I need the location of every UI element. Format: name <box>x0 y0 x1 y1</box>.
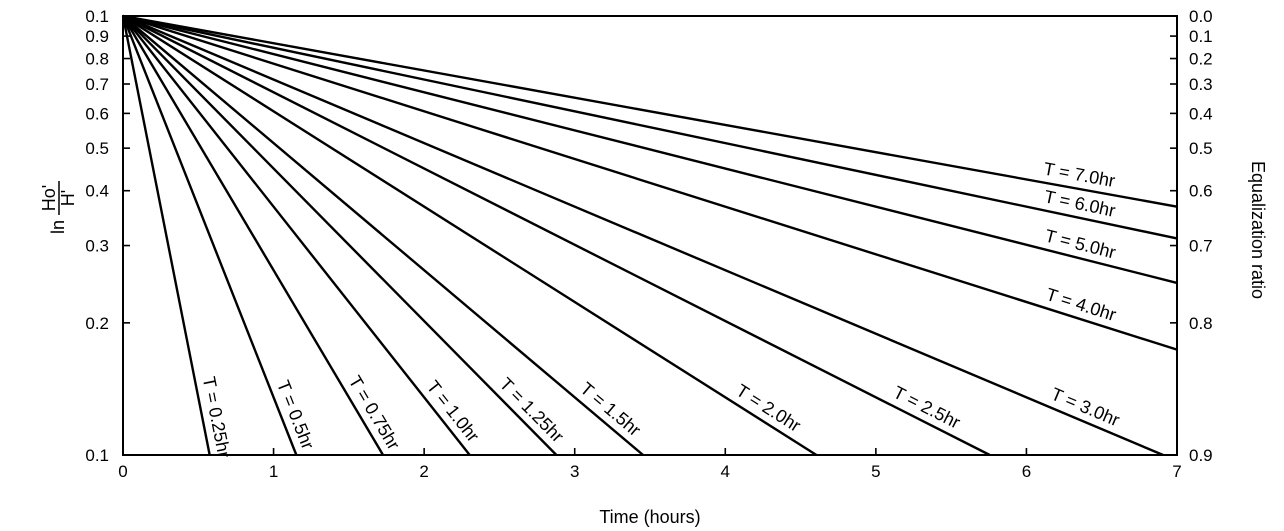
left-tick-label: 0.4 <box>85 182 109 201</box>
series-label-t-1-5hr: T = 1.5hr <box>576 378 644 440</box>
right-y-axis-title: Equalization ratio <box>1248 161 1268 299</box>
x-tick-label: 5 <box>871 462 880 481</box>
left-tick-label: 0.1 <box>85 446 109 465</box>
series-line-t-1-25hr <box>122 15 558 456</box>
x-tick-label: 1 <box>269 462 278 481</box>
series-line-t-2-5hr <box>122 14 991 457</box>
left-y-axis-title-prefix: ln <box>48 220 68 234</box>
right-tick-label: 0.8 <box>1189 314 1213 333</box>
series-line-t-6-0hr <box>122 14 1178 240</box>
left-tick-label: 0.5 <box>85 139 109 158</box>
x-tick-label: 6 <box>1022 462 1031 481</box>
series-line-t-2-0hr <box>122 14 818 457</box>
left-y-axis-title: ln Ho' H' <box>39 181 78 234</box>
series-label-t-0-25hr: T = 0.25hr <box>199 375 235 460</box>
series-line-t-1-5hr <box>122 15 644 456</box>
series-line-t-7-0hr <box>122 14 1178 208</box>
right-tick-label: 0.3 <box>1189 75 1213 94</box>
right-tick-label: 0.7 <box>1189 237 1213 256</box>
series-line-t-5-0hr <box>122 14 1178 285</box>
left-tick-label: 0.2 <box>85 314 109 333</box>
series-lines <box>121 14 1178 457</box>
x-tick-label: 0 <box>118 462 127 481</box>
series-labels: T = 0.25hr T = 0.5hr T = 0.75hr T = 1.0hr T … <box>199 158 1123 459</box>
series-label-t-6-0hr: T = 6.0hr <box>1042 186 1117 220</box>
x-tick-label: 3 <box>570 462 579 481</box>
right-tick-label: 0.6 <box>1189 182 1213 201</box>
right-tick-label: 0.0 <box>1189 7 1213 26</box>
series-line-t-0-5hr <box>121 15 298 456</box>
series-label-t-2-5hr: T = 2.5hr <box>890 382 963 432</box>
left-tick-label: 0.8 <box>85 50 109 69</box>
right-tick-label: 0.4 <box>1189 104 1213 123</box>
right-y-axis: 0.00.1 0.2 0.3 0.4 0.5 0.6 0.7 0.8 0.9 <box>1170 7 1213 465</box>
left-tick-label: 0.7 <box>85 75 109 94</box>
left-tick-label: 0.3 <box>85 237 109 256</box>
left-tick-label: 0.6 <box>85 104 109 123</box>
x-axis: 0 1 2 3 4 5 6 7 <box>118 448 1182 481</box>
left-y-axis: 0.10.90.80.70.60.50.40.30.20.1 <box>85 7 130 465</box>
series-line-t-0-25hr <box>121 15 211 456</box>
left-y-axis-title-numerator: Ho' <box>39 185 59 211</box>
plot-frame <box>122 15 1178 456</box>
left-tick-label: 0.9 <box>85 27 109 46</box>
right-tick-label: 0.5 <box>1189 139 1213 158</box>
series-line-t-1-0hr <box>122 15 471 456</box>
right-tick-label: 0.9 <box>1189 446 1213 465</box>
left-tick-label: 0.1 <box>85 7 109 26</box>
series-line-t-4-0hr <box>122 14 1178 351</box>
series-label-t-7-0hr: T = 7.0hr <box>1042 158 1117 191</box>
right-tick-label: 0.1 <box>1189 27 1213 46</box>
series-label-t-5-0hr: T = 5.0hr <box>1043 225 1118 262</box>
right-tick-label: 0.2 <box>1189 50 1213 69</box>
x-axis-title: Time (hours) <box>599 507 700 527</box>
left-y-axis-title-denominator: H' <box>58 190 78 206</box>
series-line-t-3-0hr <box>122 14 1164 457</box>
x-tick-label: 4 <box>721 462 730 481</box>
x-tick-label: 7 <box>1172 462 1181 481</box>
series-label-t-1-25hr: T = 1.25hr <box>496 374 568 447</box>
series-line-t-0-75hr <box>121 15 385 456</box>
x-tick-label: 2 <box>419 462 428 481</box>
